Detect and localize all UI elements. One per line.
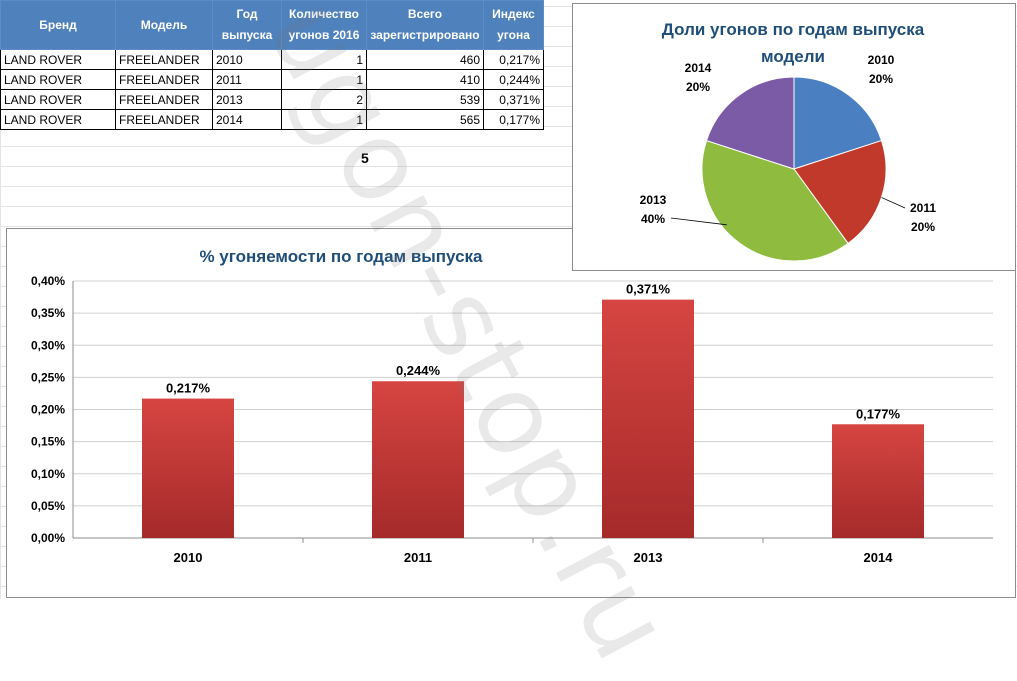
table-cell[interactable]: 1 xyxy=(281,69,367,90)
pie-data-labels: 2010 20% 2011 20% 2013 40% 2014 20% xyxy=(640,53,937,234)
table-cell[interactable]: FREELANDER xyxy=(115,109,213,130)
y-tick-label: 0,10% xyxy=(31,467,65,481)
table-cell[interactable]: 2010 xyxy=(212,49,282,70)
y-tick-label: 0,00% xyxy=(31,531,65,545)
table-cell[interactable]: FREELANDER xyxy=(115,69,213,90)
y-tick-label: 0,25% xyxy=(31,370,65,384)
table-row: LAND ROVER FREELANDER 2014 1 565 0,177% xyxy=(0,109,544,130)
x-tick-label: 2014 xyxy=(864,550,894,565)
table-cell[interactable]: 2 xyxy=(281,89,367,110)
pie-slice-2014[interactable] xyxy=(705,76,795,170)
table-cell[interactable]: 0,371% xyxy=(483,89,544,110)
y-tick-label: 0,35% xyxy=(31,306,65,320)
pie-chart: Доли угонов по годам выпуска модели 2010… xyxy=(640,20,937,262)
table-cell[interactable]: LAND ROVER xyxy=(0,89,116,110)
bar-data-labels: 0,217% 0,244% 0,371% 0,177% xyxy=(166,282,901,422)
bar-series xyxy=(142,299,924,538)
stray-cell-value[interactable]: 5 xyxy=(361,150,369,166)
pie-series xyxy=(701,76,887,262)
pie-leader-line xyxy=(881,197,906,209)
x-tick-label: 2011 xyxy=(404,550,432,565)
pie-slice-2010[interactable] xyxy=(793,76,883,170)
pie-label-pct: 20% xyxy=(911,220,935,234)
pie-label-year: 2011 xyxy=(910,201,936,215)
header-registered: Всего зарегистрировано xyxy=(366,0,484,50)
table-cell[interactable]: 2013 xyxy=(212,89,282,110)
header-model: Модель xyxy=(115,0,213,50)
pie-chart-container[interactable]: Доли угонов по годам выпуска модели 2010… xyxy=(572,3,1016,271)
data-table: Бренд Модель Год выпуска Количество угон… xyxy=(0,0,544,130)
pie-slice-2013[interactable] xyxy=(701,139,849,262)
table-row: LAND ROVER FREELANDER 2010 1 460 0,217% xyxy=(0,49,544,70)
bar-data-label: 0,371% xyxy=(626,282,671,297)
table-cell[interactable]: 410 xyxy=(366,69,484,90)
y-tick-label: 0,30% xyxy=(31,338,65,352)
bar-y-axis: 0,00% 0,05% 0,10% 0,15% 0,20% 0,25% 0,30% 0,35%… xyxy=(31,274,65,545)
x-tick-label: 2013 xyxy=(634,550,663,565)
pie-label-pct: 40% xyxy=(641,212,665,226)
y-tick-label: 0,20% xyxy=(31,403,65,417)
bar-data-label: 0,244% xyxy=(396,363,441,378)
bar-chart-container[interactable]: % угоняемости по годам выпуска 0,00% 0,05… xyxy=(6,228,1016,598)
table-cell[interactable]: LAND ROVER xyxy=(0,69,116,90)
pie-label-pct: 20% xyxy=(869,72,893,86)
table-cell[interactable]: 1 xyxy=(281,109,367,130)
bar-2011[interactable] xyxy=(372,381,464,538)
pie-label-year: 2014 xyxy=(685,61,712,75)
table-row: LAND ROVER FREELANDER 2011 1 410 0,244% xyxy=(0,69,544,90)
table-cell[interactable]: 0,217% xyxy=(483,49,544,70)
table-cell[interactable]: 0,177% xyxy=(483,109,544,130)
table-row: LAND ROVER FREELANDER 2013 2 539 0,371% xyxy=(0,89,544,110)
pie-label-pct: 20% xyxy=(686,80,710,94)
pie-chart-title-line1: Доли угонов по годам выпуска xyxy=(662,20,925,39)
bar-2013[interactable] xyxy=(602,299,694,538)
table-cell[interactable]: 1 xyxy=(281,49,367,70)
header-brand: Бренд xyxy=(0,0,116,50)
table-cell[interactable]: 2014 xyxy=(212,109,282,130)
bar-x-axis: 2010 2011 2013 2014 xyxy=(174,538,894,565)
header-year: Год выпуска xyxy=(212,0,282,50)
table-cell[interactable]: 539 xyxy=(366,89,484,110)
table-cell[interactable]: 460 xyxy=(366,49,484,70)
header-thefts: Количество угонов 2016 xyxy=(281,0,367,50)
bar-data-label: 0,177% xyxy=(856,406,901,421)
y-tick-label: 0,15% xyxy=(31,435,65,449)
bar-data-label: 0,217% xyxy=(166,381,211,396)
pie-slice-2011[interactable] xyxy=(793,139,887,245)
pie-leader-line xyxy=(670,217,727,226)
pie-label-year: 2013 xyxy=(640,193,667,207)
y-tick-label: 0,05% xyxy=(31,499,65,513)
table-cell[interactable]: FREELANDER xyxy=(115,89,213,110)
x-tick-label: 2010 xyxy=(174,550,203,565)
bar-2010[interactable] xyxy=(142,398,234,538)
header-index: Индекс угона xyxy=(483,0,544,50)
bar-2014[interactable] xyxy=(832,424,924,538)
y-tick-label: 0,40% xyxy=(31,274,65,288)
bar-chart: % угоняемости по годам выпуска 0,00% 0,05… xyxy=(31,247,993,565)
table-cell[interactable]: 565 xyxy=(366,109,484,130)
pie-label-year: 2010 xyxy=(868,53,895,67)
table-cell[interactable]: 2011 xyxy=(212,69,282,90)
table-cell[interactable]: 0,244% xyxy=(483,69,544,90)
table-cell[interactable]: LAND ROVER xyxy=(0,49,116,70)
table-cell[interactable]: FREELANDER xyxy=(115,49,213,70)
pie-chart-title-line2: модели xyxy=(761,47,825,66)
bar-chart-title: % угоняемости по годам выпуска xyxy=(199,247,483,266)
table-cell[interactable]: LAND ROVER xyxy=(0,109,116,130)
